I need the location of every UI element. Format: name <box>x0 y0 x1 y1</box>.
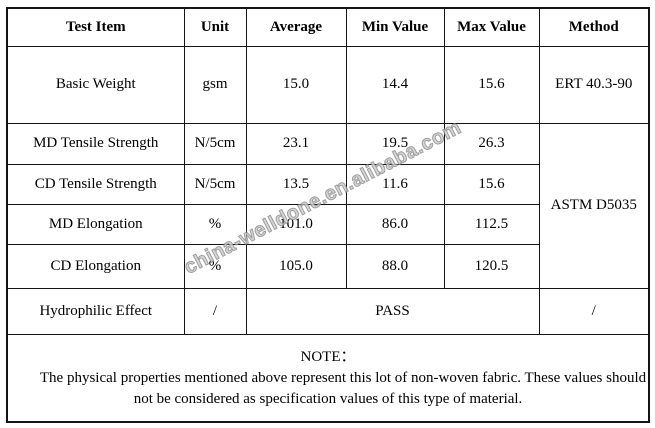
cd-elongation-max: 120.5 <box>443 243 540 289</box>
header-average: Average <box>245 7 347 47</box>
cd-tensile-max: 15.6 <box>443 163 540 205</box>
cd-tensile-unit: N/5cm <box>183 163 247 205</box>
note-cell: NOTE： The physical properties mentioned … <box>6 333 650 423</box>
hydrophilic-method: / <box>538 287 650 335</box>
row-cd-tensile: CD Tensile Strength N/5cm 13.5 11.6 15.6 <box>6 163 649 205</box>
merged-method-astm: ASTM D5035 <box>538 122 650 289</box>
row-md-tensile: MD Tensile Strength N/5cm 23.1 19.5 26.3… <box>6 122 650 289</box>
basic-weight-method: ERT 40.3-90 <box>538 45 650 124</box>
row-cd-elongation: CD Elongation % 105.0 88.0 120.5 <box>6 243 649 289</box>
cd-elongation-min: 88.0 <box>345 243 445 289</box>
md-elongation-average: 101.0 <box>245 203 347 245</box>
row-basic-weight: Basic Weight gsm 15.0 14.4 15.6 ERT 40.3… <box>6 45 650 124</box>
row-md-elongation: MD Elongation % 101.0 86.0 112.5 <box>6 203 649 245</box>
header-min-value: Min Value <box>345 7 445 47</box>
header-test-item: Test Item <box>6 7 185 47</box>
md-tensile-average: 23.1 <box>245 122 347 165</box>
row-hydrophilic: Hydrophilic Effect / PASS / <box>6 287 650 335</box>
hydrophilic-item: Hydrophilic Effect <box>6 287 185 335</box>
cd-tensile-min: 11.6 <box>345 163 445 205</box>
md-tensile-unit: N/5cm <box>183 122 247 165</box>
note-label: NOTE： <box>300 348 356 365</box>
md-elongation-min: 86.0 <box>345 203 445 245</box>
basic-weight-item: Basic Weight <box>6 45 185 124</box>
header-row: Test Item Unit Average Min Value Max Val… <box>6 7 650 47</box>
test-report-table: Test Item Unit Average Min Value Max Val… <box>6 7 650 423</box>
hydrophilic-result: PASS <box>245 287 540 335</box>
basic-weight-average: 15.0 <box>245 45 347 124</box>
header-max-value: Max Value <box>443 7 540 47</box>
md-tensile-min: 19.5 <box>345 122 445 165</box>
cd-tensile-item: CD Tensile Strength <box>6 163 185 205</box>
cd-elongation-unit: % <box>183 243 247 289</box>
hydrophilic-unit: / <box>183 287 247 335</box>
cd-elongation-average: 105.0 <box>245 243 347 289</box>
basic-weight-max: 15.6 <box>443 45 540 124</box>
header-unit: Unit <box>183 7 247 47</box>
md-elongation-unit: % <box>183 203 247 245</box>
header-method: Method <box>538 7 650 47</box>
basic-weight-unit: gsm <box>183 45 247 124</box>
md-elongation-item: MD Elongation <box>6 203 185 245</box>
md-tensile-max: 26.3 <box>443 122 540 165</box>
cd-elongation-item: CD Elongation <box>6 243 185 289</box>
basic-weight-min: 14.4 <box>345 45 445 124</box>
note-row: NOTE： The physical properties mentioned … <box>6 333 650 423</box>
md-tensile-item: MD Tensile Strength <box>6 122 185 165</box>
md-elongation-max: 112.5 <box>443 203 540 245</box>
note-text: The physical properties mentioned above … <box>39 369 647 408</box>
cd-tensile-average: 13.5 <box>245 163 347 205</box>
